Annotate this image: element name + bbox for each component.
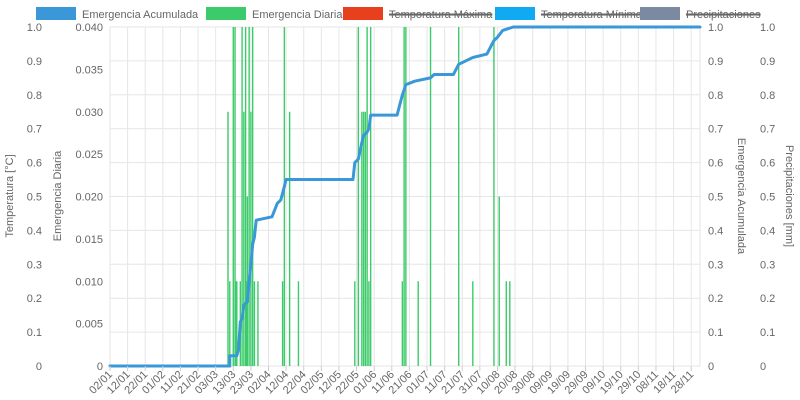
legend-label[interactable]: Precipitaciones	[686, 9, 761, 21]
legend-swatch[interactable]	[495, 7, 535, 20]
y-tick-temperature: 0.6	[27, 158, 42, 170]
y-axis-title-temperature: Temperatura [°C]	[4, 154, 16, 237]
daily-emergence-bars	[227, 27, 511, 366]
y-tick-daily: 0.030	[75, 107, 103, 119]
y-tick-cumulative: 0	[708, 361, 714, 373]
y-tick-precipitation: 1.0	[760, 22, 775, 34]
y-tick-temperature: 0.2	[27, 293, 42, 305]
y-tick-daily: 0.010	[75, 276, 103, 288]
y-tick-cumulative: 0.2	[708, 293, 723, 305]
y-tick-daily: 0.040	[75, 22, 103, 34]
y-tick-daily: 0.005	[75, 319, 103, 331]
y-tick-cumulative: 0.3	[708, 259, 723, 271]
grid	[109, 26, 701, 367]
axes: 02/0112/0122/0101/0211/0221/0203/0313/03…	[27, 22, 776, 397]
legend-label[interactable]: Temporatura Máxima	[389, 9, 493, 21]
legend-swatch[interactable]	[640, 7, 680, 20]
y-tick-cumulative: 0.8	[708, 90, 723, 102]
legend[interactable]: Emergencia Acumulada Emergencia Diaria Tem…	[36, 7, 761, 21]
y-tick-cumulative: 0.4	[708, 225, 723, 237]
y-tick-temperature: 0.1	[27, 327, 42, 339]
y-tick-precipitation: 0.2	[760, 293, 775, 305]
y-tick-precipitation: 0.7	[760, 124, 775, 136]
legend-label[interactable]: Temporatura Mínima	[541, 9, 643, 21]
y-axis-title-cumulative: Emergencia Acumulada	[735, 138, 747, 255]
y-tick-precipitation: 0	[760, 361, 766, 373]
y-tick-temperature: 0.7	[27, 124, 42, 136]
y-tick-cumulative: 0.9	[708, 56, 723, 68]
cumulative-emergence-line	[108, 25, 702, 368]
y-tick-temperature: 0.8	[27, 90, 42, 102]
y-tick-daily: 0.025	[75, 149, 103, 161]
cumulative-emergence-line-group	[108, 25, 702, 368]
y-tick-cumulative: 0.6	[708, 158, 723, 170]
y-tick-temperature: 0.3	[27, 259, 42, 271]
y-tick-cumulative: 0.5	[708, 192, 723, 204]
y-tick-daily: 0	[97, 361, 103, 373]
y-tick-daily: 0.035	[75, 64, 103, 76]
legend-swatch[interactable]	[206, 7, 246, 20]
y-axis-title-daily: Emergencia Diaria	[52, 150, 64, 241]
y-tick-temperature: 0.4	[27, 225, 42, 237]
y-tick-precipitation: 0.3	[760, 259, 775, 271]
y-tick-precipitation: 0.6	[760, 158, 775, 170]
y-tick-precipitation: 0.1	[760, 327, 775, 339]
y-tick-temperature: 0.9	[27, 56, 42, 68]
y-tick-precipitation: 0.4	[760, 225, 775, 237]
legend-label[interactable]: Emergencia Diaria	[252, 9, 343, 21]
legend-swatch[interactable]	[343, 7, 383, 20]
y-axis-title-precipitation: Precipitaciones [mm]	[783, 145, 795, 247]
y-tick-cumulative: 0.1	[708, 327, 723, 339]
y-tick-daily: 0.015	[75, 234, 103, 246]
y-tick-precipitation: 0.8	[760, 90, 775, 102]
legend-swatch[interactable]	[36, 7, 76, 20]
y-tick-cumulative: 1.0	[708, 22, 723, 34]
legend-label[interactable]: Emergencia Acumulada	[82, 9, 199, 21]
y-tick-precipitation: 0.5	[760, 192, 775, 204]
y-tick-cumulative: 0.7	[708, 124, 723, 136]
y-tick-precipitation: 0.9	[760, 56, 775, 68]
y-tick-temperature: 0.5	[27, 192, 42, 204]
y-tick-temperature: 0	[36, 361, 42, 373]
y-tick-daily: 0.020	[75, 192, 103, 204]
y-tick-temperature: 1.0	[27, 22, 42, 34]
